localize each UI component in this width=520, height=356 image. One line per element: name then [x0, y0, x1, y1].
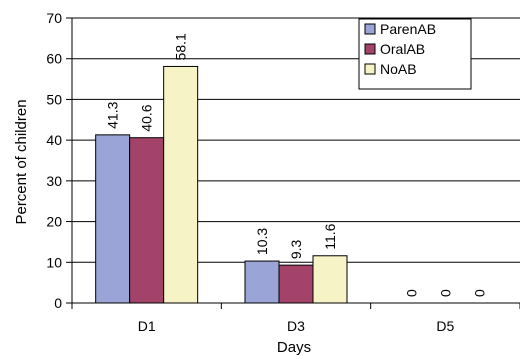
y-tick-label: 60	[46, 51, 62, 67]
legend-label: NoAB	[380, 61, 417, 77]
data-label: 11.6	[322, 223, 338, 249]
legend-swatch	[364, 23, 376, 35]
legend-swatch	[364, 43, 376, 55]
data-label: 0	[471, 289, 487, 297]
x-axis-label: Days	[277, 339, 311, 356]
y-tick-label: 0	[54, 295, 62, 311]
legend-label: OralAB	[380, 41, 425, 57]
data-label: 0	[437, 289, 453, 297]
y-tick-label: 20	[46, 214, 62, 230]
x-tick-label: D3	[287, 318, 305, 334]
y-axis-label: Percent of children	[13, 99, 30, 224]
x-tick-label: D1	[138, 318, 156, 334]
data-labels: 41.3 10.3 0 40.6 9.3 0 58.1 11.6 0	[105, 33, 488, 297]
x-ticks: D1 D3 D5	[71, 303, 520, 334]
bar	[163, 65, 199, 304]
data-label: 41.3	[105, 101, 121, 128]
data-label: 58.1	[173, 33, 189, 60]
legend-swatch	[364, 63, 376, 75]
data-label: 40.6	[139, 104, 155, 131]
bar	[312, 255, 348, 304]
bar	[95, 134, 131, 304]
bars	[95, 65, 348, 304]
y-tick-label: 30	[46, 173, 62, 189]
data-label: 0	[403, 289, 419, 297]
bar	[129, 137, 165, 304]
bar	[278, 264, 314, 304]
y-tick-label: 70	[46, 10, 62, 26]
legend-label: ParenAB	[380, 21, 436, 37]
legend: ParenAB OralAB NoAB	[358, 18, 472, 90]
legend-box	[358, 18, 472, 90]
y-tick-label: 40	[46, 132, 62, 148]
bar	[244, 260, 280, 304]
x-tick-label: D5	[436, 318, 454, 334]
y-tick-label: 50	[46, 91, 62, 107]
y-ticks: 0 10 20 30 40 50 60 70	[46, 10, 72, 311]
data-label: 9.3	[288, 239, 304, 259]
data-label: 10.3	[254, 228, 270, 255]
y-tick-label: 10	[46, 254, 62, 270]
axes	[71, 18, 520, 304]
